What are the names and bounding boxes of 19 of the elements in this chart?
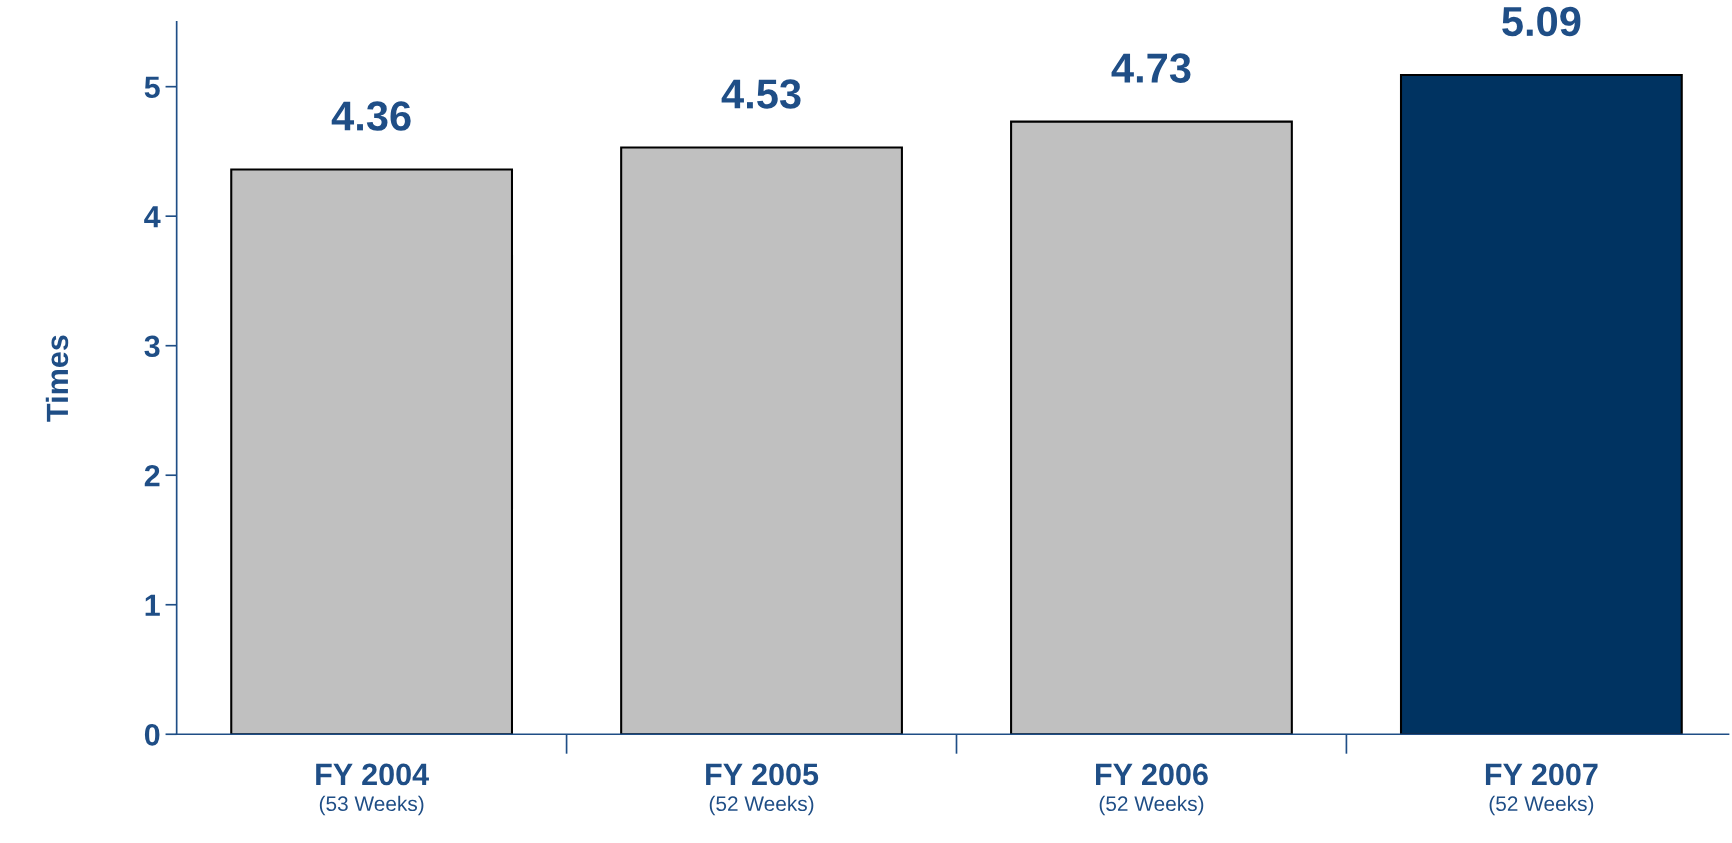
data-label: 5.09 xyxy=(1502,6,1581,37)
data-label: 4.36 xyxy=(331,101,411,131)
y-axis-title: Times xyxy=(45,335,69,422)
data-label: 4.53 xyxy=(721,79,801,109)
data-label: 4.73 xyxy=(1111,53,1191,83)
bar xyxy=(620,146,903,735)
y-tick-label: 4 xyxy=(144,206,161,228)
x-tick-label: FY 2004 (53 Weeks) xyxy=(316,763,429,816)
x-tick-label: FY 2006 (52 Weeks) xyxy=(1096,763,1208,816)
y-tick-label: 2 xyxy=(144,464,160,487)
bar xyxy=(1010,120,1293,735)
bar xyxy=(230,168,514,735)
y-tick-label: 1 xyxy=(145,594,160,616)
y-tick-label: 5 xyxy=(144,76,160,99)
y-tick-label: 3 xyxy=(144,335,160,358)
y-tick-label: 0 xyxy=(144,723,160,746)
bar xyxy=(1399,73,1683,735)
x-tick-label: FY 2005 (52 Weeks) xyxy=(706,763,819,816)
x-tick-label: FY 2007 (52 Weeks) xyxy=(1485,763,1598,816)
